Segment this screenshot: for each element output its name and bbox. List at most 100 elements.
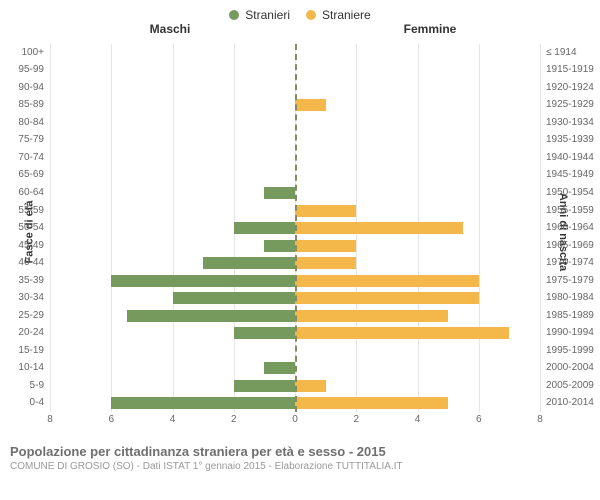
bar-male: [234, 380, 295, 392]
bar-male: [234, 327, 295, 339]
bar-row: [50, 272, 540, 290]
bar-female: [295, 397, 448, 409]
bar-male: [127, 310, 295, 322]
bar-row: [50, 202, 540, 220]
y-tick-birth: 1990-1994: [542, 325, 600, 343]
bar-female: [295, 380, 326, 392]
bar-female: [295, 257, 356, 269]
y-tick-birth: 2005-2009: [542, 377, 600, 395]
y-tick-age: 30-34: [0, 289, 48, 307]
gridline: [540, 44, 541, 412]
bar-row: [50, 79, 540, 97]
bar-row: [50, 184, 540, 202]
y-tick-birth: 1945-1949: [542, 167, 600, 185]
y-tick-birth: 2000-2004: [542, 360, 600, 378]
y-axis-left: 100+95-9990-9485-8980-8475-7970-7465-696…: [0, 44, 48, 412]
x-tick: 6: [476, 414, 482, 425]
bar-female: [295, 292, 479, 304]
y-tick-age: 5-9: [0, 377, 48, 395]
y-tick-age: 10-14: [0, 360, 48, 378]
y-tick-birth: 1920-1924: [542, 79, 600, 97]
legend-swatch: [229, 10, 239, 20]
x-axis: 864202468: [50, 414, 540, 432]
bar-male: [234, 222, 295, 234]
legend-swatch: [306, 10, 316, 20]
bar-female: [295, 310, 448, 322]
chart-footer: Popolazione per cittadinanza straniera p…: [0, 442, 600, 472]
bar-female: [295, 205, 356, 217]
bar-male: [173, 292, 296, 304]
y-tick-birth: 1935-1939: [542, 132, 600, 150]
x-tick: 2: [353, 414, 359, 425]
y-tick-birth: 1955-1959: [542, 202, 600, 220]
x-tick: 8: [47, 414, 53, 425]
y-tick-birth: ≤ 1914: [542, 44, 600, 62]
legend-label: Straniere: [322, 8, 371, 22]
legend-item: Straniere: [306, 8, 371, 22]
bar-row: [50, 149, 540, 167]
bar-female: [295, 222, 463, 234]
column-header-male: Maschi: [0, 22, 300, 42]
x-tick: 6: [108, 414, 114, 425]
bar-female: [295, 99, 326, 111]
bar-male: [203, 257, 295, 269]
bar-male: [111, 275, 295, 287]
legend-item: Stranieri: [229, 8, 290, 22]
y-tick-birth: 1940-1944: [542, 149, 600, 167]
y-tick-age: 90-94: [0, 79, 48, 97]
y-tick-age: 75-79: [0, 132, 48, 150]
y-tick-age: 100+: [0, 44, 48, 62]
y-tick-birth: 1965-1969: [542, 237, 600, 255]
y-tick-age: 80-84: [0, 114, 48, 132]
y-tick-age: 15-19: [0, 342, 48, 360]
bar-row: [50, 237, 540, 255]
bar-row: [50, 325, 540, 343]
bar-row: [50, 132, 540, 150]
y-tick-age: 0-4: [0, 395, 48, 413]
x-tick: 0: [292, 414, 298, 425]
bar-row: [50, 114, 540, 132]
bar-male: [264, 187, 295, 199]
y-tick-age: 70-74: [0, 149, 48, 167]
column-headers: Maschi Femmine: [0, 22, 600, 42]
y-tick-age: 55-59: [0, 202, 48, 220]
bar-male: [111, 397, 295, 409]
bar-row: [50, 219, 540, 237]
y-tick-age: 50-54: [0, 219, 48, 237]
legend-label: Stranieri: [245, 8, 290, 22]
plot-area: [50, 44, 540, 412]
bar-row: [50, 395, 540, 413]
y-tick-birth: 1960-1964: [542, 219, 600, 237]
bar-row: [50, 97, 540, 115]
y-tick-age: 65-69: [0, 167, 48, 185]
y-tick-age: 95-99: [0, 62, 48, 80]
bar-row: [50, 342, 540, 360]
y-tick-age: 85-89: [0, 97, 48, 115]
y-tick-birth: 1980-1984: [542, 289, 600, 307]
y-tick-birth: 1995-1999: [542, 342, 600, 360]
bar-female: [295, 327, 509, 339]
chart-title: Popolazione per cittadinanza straniera p…: [10, 444, 590, 459]
x-tick: 4: [415, 414, 421, 425]
y-tick-birth: 1950-1954: [542, 184, 600, 202]
bar-male: [264, 240, 295, 252]
bar-row: [50, 167, 540, 185]
bar-row: [50, 360, 540, 378]
bar-row: [50, 377, 540, 395]
y-tick-birth: 1915-1919: [542, 62, 600, 80]
bar-male: [264, 362, 295, 374]
x-tick: 8: [537, 414, 543, 425]
bar-row: [50, 44, 540, 62]
column-header-female: Femmine: [300, 22, 600, 42]
y-tick-birth: 1925-1929: [542, 97, 600, 115]
bar-female: [295, 240, 356, 252]
y-tick-age: 45-49: [0, 237, 48, 255]
y-tick-birth: 2010-2014: [542, 395, 600, 413]
y-axis-right: ≤ 19141915-19191920-19241925-19291930-19…: [542, 44, 600, 412]
bar-female: [295, 275, 479, 287]
y-tick-birth: 1985-1989: [542, 307, 600, 325]
y-tick-age: 20-24: [0, 325, 48, 343]
y-tick-age: 40-44: [0, 254, 48, 272]
y-tick-age: 60-64: [0, 184, 48, 202]
bar-row: [50, 289, 540, 307]
